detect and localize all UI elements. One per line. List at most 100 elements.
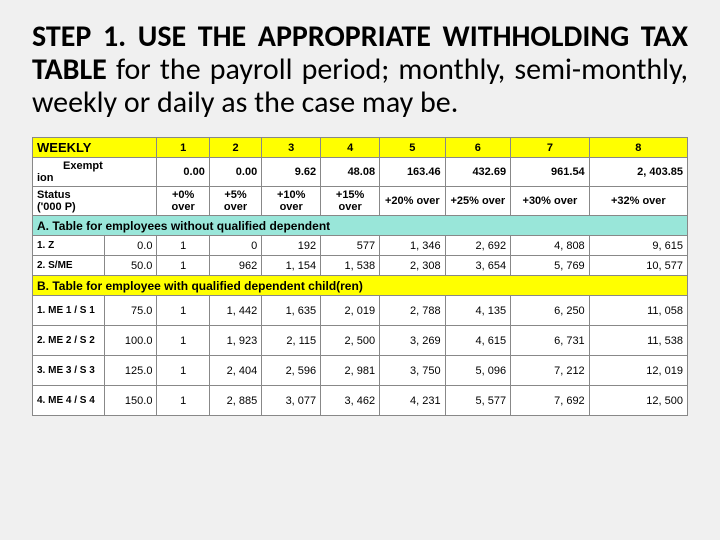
cell: 6, 731 — [511, 326, 590, 356]
cell: 10, 577 — [589, 256, 687, 276]
col-7: 7 — [511, 138, 590, 158]
table-row: 3. ME 3 / S 3 125.0 1 2, 404 2, 596 2, 9… — [33, 356, 688, 386]
cell: 11, 058 — [589, 296, 687, 326]
exemption-val: 163.46 — [380, 158, 446, 187]
exemption-val: 432.69 — [445, 158, 511, 187]
cell: 1 — [157, 386, 209, 416]
cell: 1, 635 — [262, 296, 321, 326]
exemption-val: 0.00 — [209, 158, 261, 187]
cell: 5, 577 — [445, 386, 511, 416]
status-val: +32% over — [589, 187, 687, 216]
header-row: WEEKLY 1 2 3 4 5 6 7 8 — [33, 138, 688, 158]
cell: 150.0 — [105, 386, 157, 416]
exemption-val: 9.62 — [262, 158, 321, 187]
cell: 5, 096 — [445, 356, 511, 386]
cell: 3, 462 — [321, 386, 380, 416]
row-label: 2. S/ME — [33, 256, 105, 276]
cell: 3, 269 — [380, 326, 446, 356]
cell: 6, 250 — [511, 296, 590, 326]
row-label: 1. Z — [33, 236, 105, 256]
cell: 192 — [262, 236, 321, 256]
table-row: 1. ME 1 / S 1 75.0 1 1, 442 1, 635 2, 01… — [33, 296, 688, 326]
cell: 3, 750 — [380, 356, 446, 386]
cell: 1 — [157, 236, 209, 256]
status-row: Status ('000 P) +0% over +5% over +10% o… — [33, 187, 688, 216]
cell: 2, 500 — [321, 326, 380, 356]
row-label: 3. ME 3 / S 3 — [33, 356, 105, 386]
cell: 100.0 — [105, 326, 157, 356]
cell: 0.0 — [105, 236, 157, 256]
cell: 1, 442 — [209, 296, 261, 326]
period-label: WEEKLY — [33, 138, 157, 158]
exemption-val: 2, 403.85 — [589, 158, 687, 187]
cell: 2, 596 — [262, 356, 321, 386]
col-8: 8 — [589, 138, 687, 158]
row-label: 1. ME 1 / S 1 — [33, 296, 105, 326]
col-1: 1 — [157, 138, 209, 158]
row-label: 2. ME 2 / S 2 — [33, 326, 105, 356]
section-b-label: B. Table for employee with qualified dep… — [33, 276, 688, 296]
cell: 50.0 — [105, 256, 157, 276]
cell: 12, 500 — [589, 386, 687, 416]
cell: 577 — [321, 236, 380, 256]
status-val: +10% over — [262, 187, 321, 216]
cell: 0 — [209, 236, 261, 256]
col-6: 6 — [445, 138, 511, 158]
cell: 1, 346 — [380, 236, 446, 256]
exemption-label: Exempt ion — [33, 158, 157, 187]
cell: 4, 135 — [445, 296, 511, 326]
exemption-val: 48.08 — [321, 158, 380, 187]
section-a-label: A. Table for employees without qualified… — [33, 216, 688, 236]
cell: 3, 654 — [445, 256, 511, 276]
section-b-row: B. Table for employee with qualified dep… — [33, 276, 688, 296]
col-4: 4 — [321, 138, 380, 158]
cell: 4, 615 — [445, 326, 511, 356]
row-label: 4. ME 4 / S 4 — [33, 386, 105, 416]
cell: 2, 788 — [380, 296, 446, 326]
table-row: 2. S/ME 50.0 1 962 1, 154 1, 538 2, 308 … — [33, 256, 688, 276]
status-val: +30% over — [511, 187, 590, 216]
col-5: 5 — [380, 138, 446, 158]
cell: 1, 154 — [262, 256, 321, 276]
exemption-val: 961.54 — [511, 158, 590, 187]
cell: 9, 615 — [589, 236, 687, 256]
status-label: Status ('000 P) — [33, 187, 157, 216]
cell: 1 — [157, 256, 209, 276]
status-val: +5% over — [209, 187, 261, 216]
cell: 962 — [209, 256, 261, 276]
cell: 7, 212 — [511, 356, 590, 386]
cell: 2, 885 — [209, 386, 261, 416]
page-heading: STEP 1. USE THE APPROPRIATE WITHHOLDING … — [32, 20, 688, 119]
section-a-row: A. Table for employees without qualified… — [33, 216, 688, 236]
cell: 2, 981 — [321, 356, 380, 386]
cell: 1, 538 — [321, 256, 380, 276]
cell: 125.0 — [105, 356, 157, 386]
cell: 7, 692 — [511, 386, 590, 416]
status-val: +0% over — [157, 187, 209, 216]
cell: 1 — [157, 296, 209, 326]
status-val: +25% over — [445, 187, 511, 216]
cell: 2, 404 — [209, 356, 261, 386]
withholding-table: WEEKLY 1 2 3 4 5 6 7 8 Exempt ion 0.00 0… — [32, 137, 688, 416]
cell: 1 — [157, 326, 209, 356]
cell: 11, 538 — [589, 326, 687, 356]
cell: 2, 692 — [445, 236, 511, 256]
cell: 2, 308 — [380, 256, 446, 276]
table-row: 1. Z 0.0 1 0 192 577 1, 346 2, 692 4, 80… — [33, 236, 688, 256]
cell: 3, 077 — [262, 386, 321, 416]
exemption-val: 0.00 — [157, 158, 209, 187]
cell: 2, 115 — [262, 326, 321, 356]
cell: 5, 769 — [511, 256, 590, 276]
table-row: 2. ME 2 / S 2 100.0 1 1, 923 2, 115 2, 5… — [33, 326, 688, 356]
col-2: 2 — [209, 138, 261, 158]
heading-rest: for the payroll period; monthly, semi-mo… — [32, 51, 688, 121]
cell: 12, 019 — [589, 356, 687, 386]
cell: 2, 019 — [321, 296, 380, 326]
table-row: 4. ME 4 / S 4 150.0 1 2, 885 3, 077 3, 4… — [33, 386, 688, 416]
exemption-row: Exempt ion 0.00 0.00 9.62 48.08 163.46 4… — [33, 158, 688, 187]
status-val: +20% over — [380, 187, 446, 216]
cell: 4, 231 — [380, 386, 446, 416]
cell: 4, 808 — [511, 236, 590, 256]
cell: 1 — [157, 356, 209, 386]
col-3: 3 — [262, 138, 321, 158]
